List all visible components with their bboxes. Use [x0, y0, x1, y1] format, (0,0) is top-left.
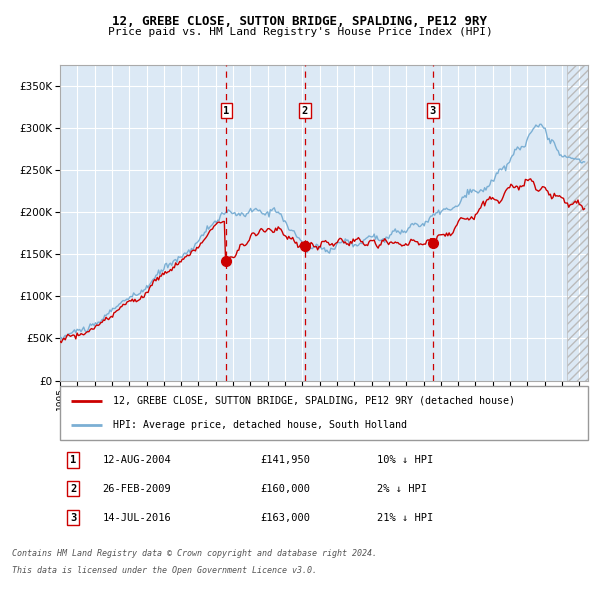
Text: 2: 2	[70, 484, 76, 494]
Text: 1: 1	[70, 455, 76, 465]
Text: HPI: Average price, detached house, South Holland: HPI: Average price, detached house, Sout…	[113, 420, 407, 430]
Text: 10% ↓ HPI: 10% ↓ HPI	[377, 455, 433, 465]
Text: Price paid vs. HM Land Registry's House Price Index (HPI): Price paid vs. HM Land Registry's House …	[107, 27, 493, 37]
Text: 21% ↓ HPI: 21% ↓ HPI	[377, 513, 433, 523]
Text: 14-JUL-2016: 14-JUL-2016	[102, 513, 171, 523]
Bar	[567, 65, 588, 381]
Text: Contains HM Land Registry data © Crown copyright and database right 2024.: Contains HM Land Registry data © Crown c…	[12, 549, 377, 558]
Text: This data is licensed under the Open Government Licence v3.0.: This data is licensed under the Open Gov…	[12, 566, 317, 575]
Bar	[226, 65, 433, 381]
Bar	[567, 65, 588, 381]
Text: £160,000: £160,000	[260, 484, 311, 494]
Text: 2: 2	[302, 106, 308, 116]
Text: 3: 3	[70, 513, 76, 523]
Text: 26-FEB-2009: 26-FEB-2009	[102, 484, 171, 494]
Text: £141,950: £141,950	[260, 455, 311, 465]
Text: 2% ↓ HPI: 2% ↓ HPI	[377, 484, 427, 494]
Text: 12-AUG-2004: 12-AUG-2004	[102, 455, 171, 465]
Text: £163,000: £163,000	[260, 513, 311, 523]
Text: 3: 3	[430, 106, 436, 116]
Text: 12, GREBE CLOSE, SUTTON BRIDGE, SPALDING, PE12 9RY (detached house): 12, GREBE CLOSE, SUTTON BRIDGE, SPALDING…	[113, 396, 515, 406]
FancyBboxPatch shape	[60, 386, 588, 440]
Text: 1: 1	[223, 106, 229, 116]
Text: 12, GREBE CLOSE, SUTTON BRIDGE, SPALDING, PE12 9RY: 12, GREBE CLOSE, SUTTON BRIDGE, SPALDING…	[113, 15, 487, 28]
